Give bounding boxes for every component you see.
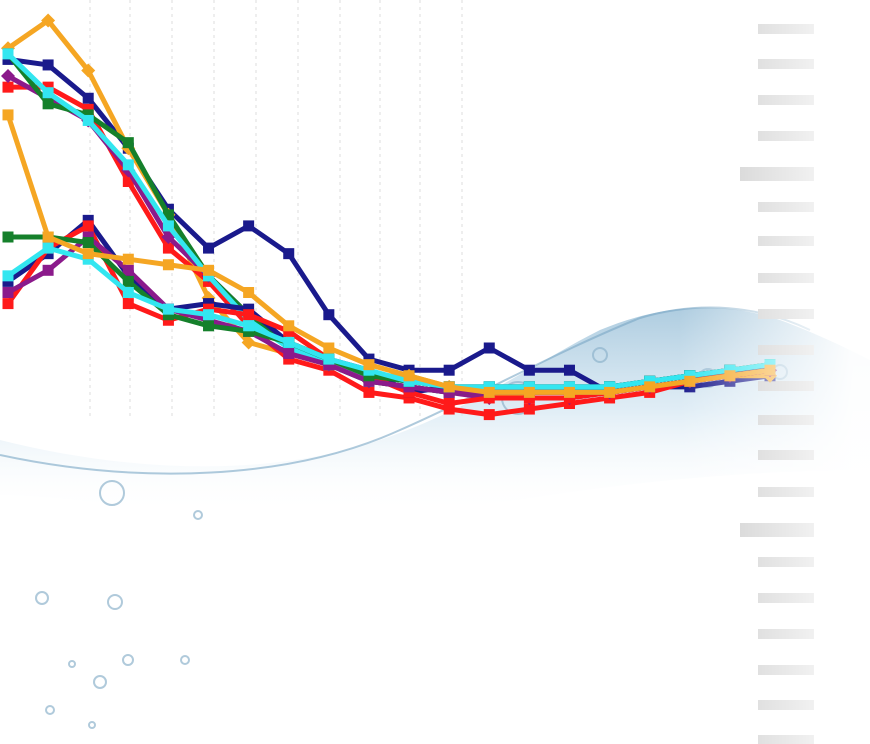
line-chart [0,0,870,744]
right-fade-overlay [0,0,870,744]
chart-stage [0,0,870,744]
